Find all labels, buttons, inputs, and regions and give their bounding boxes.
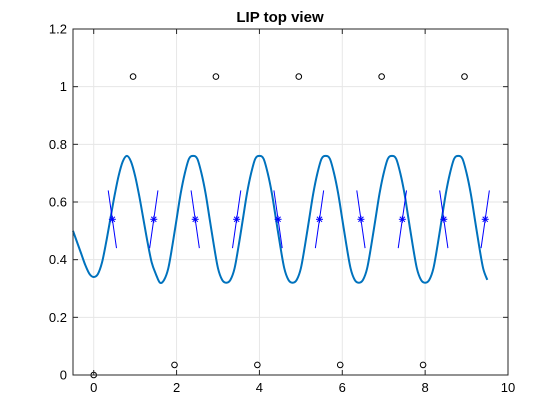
- direction-segment: [439, 190, 449, 249]
- y-tick-label: 1.2: [49, 22, 67, 37]
- tick-marks: [73, 28, 509, 376]
- direction-segment: [356, 190, 366, 249]
- direction-segment: [190, 190, 200, 249]
- x-tick-labels: 0 2 4 6 8 10: [90, 380, 515, 395]
- com-trajectory-line: [72, 154, 489, 285]
- footstep-circle-marker: [254, 361, 261, 369]
- x-tick-label: 4: [256, 380, 263, 395]
- y-tick-label: 0.2: [49, 310, 67, 325]
- x-tick-label: 2: [173, 380, 180, 395]
- direction-segment: [149, 190, 159, 249]
- chart-title: LIP top view: [236, 9, 324, 26]
- footstep-circle-marker: [336, 361, 344, 369]
- footstep-circle-marker: [212, 73, 220, 80]
- direction-segment: [273, 190, 283, 249]
- direction-segment: [480, 190, 490, 249]
- direction-segment: [314, 190, 325, 249]
- direction-segment: [232, 190, 242, 249]
- y-tick-label: 0: [60, 368, 67, 383]
- footstep-circle-marker: [419, 361, 427, 369]
- direction-segment: [107, 190, 117, 249]
- y-tick-label: 0.6: [49, 195, 67, 210]
- x-tick-label: 6: [339, 380, 346, 395]
- y-tick-label: 0.8: [49, 137, 67, 152]
- plot-series: [72, 73, 490, 379]
- y-tick-label: 0.4: [49, 252, 67, 267]
- x-tick-label: 0: [90, 380, 97, 395]
- x-tick-label: 8: [422, 380, 429, 395]
- footstep-circle-marker: [129, 73, 137, 80]
- footstep-circle-marker: [378, 73, 385, 80]
- footstep-circle-marker: [295, 73, 303, 80]
- x-tick-label: 10: [501, 380, 515, 395]
- y-tick-label: 1: [60, 79, 67, 94]
- direction-segment: [397, 190, 407, 249]
- y-tick-labels: 0 0.2 0.4 0.6 0.8 1 1.2: [49, 22, 67, 383]
- footstep-circle-marker: [461, 73, 468, 80]
- footstep-circle-marker: [171, 361, 178, 369]
